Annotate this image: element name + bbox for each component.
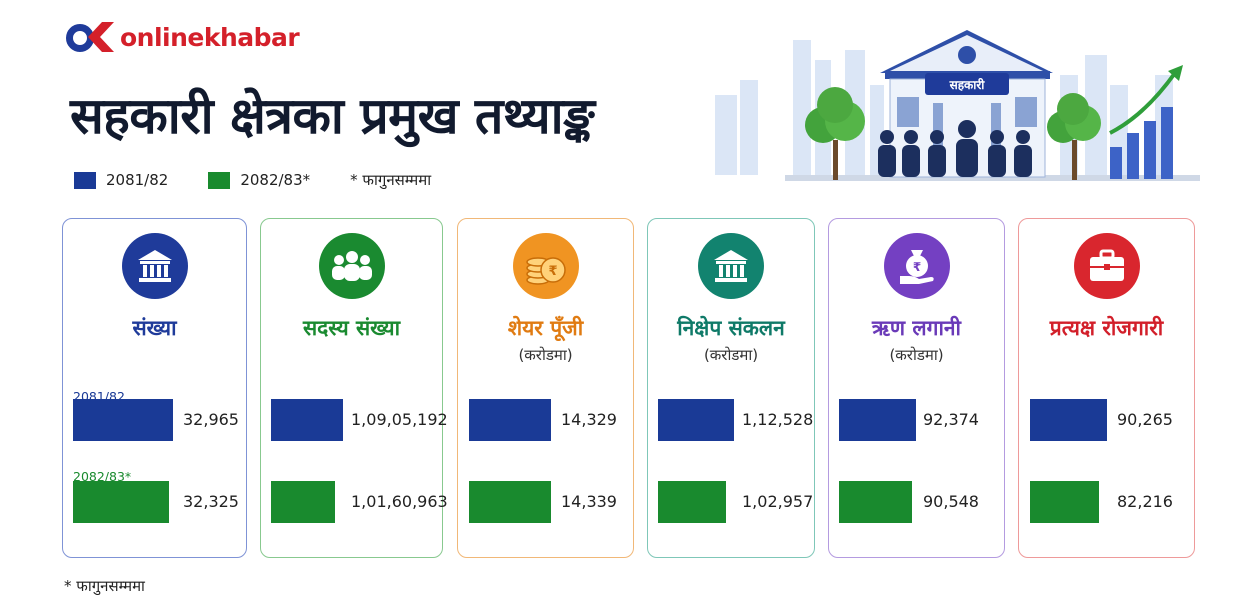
card-subtitle: (करोडमा) [518,346,573,364]
bar-value-label: 90,265 [1117,410,1173,429]
legend-item-2082: 2082/83* [208,171,310,189]
bar-2082 [271,481,335,523]
legend-note-text: * फागुनसम्ममा [350,171,432,189]
card-title: संख्या [132,316,177,340]
legend-item-2081: 2081/82 [74,171,168,189]
coin-stack-icon: ₹ [512,233,579,299]
card-title: प्रत्यक्ष रोजगारी [1049,316,1164,340]
bar-value-label: 1,09,05,192 [351,410,448,429]
card-subtitle: (करोडमा) [703,346,759,364]
legend-swatch-2082 [208,171,231,189]
tree-left [805,87,865,180]
svg-text:₹: ₹ [912,260,920,274]
brand-name: onlinekhabar [120,22,300,52]
stat-card-3: ₹ शेयर पूँजी (करोडमा) 14,329 14,339 [457,218,634,558]
legend-note: * फागुनसम्ममा [350,170,431,190]
card-title: सदस्य संख्या [302,316,401,340]
bar-2081 [1030,399,1107,441]
card-title: निक्षेप संकलन [677,316,785,340]
bar-2081 [658,399,734,441]
stat-card-6: प्रत्यक्ष रोजगारी 90,265 82,216 [1018,218,1195,558]
page-title: सहकारी क्षेत्रका प्रमुख तथ्याङ्क [70,87,595,145]
bank-building-icon [698,233,764,299]
bar-2081 [73,399,173,441]
bar-2082 [469,481,551,523]
bar-2082 [839,481,912,523]
legend-label-2082: 2082/83* [240,171,311,189]
bar-2081 [469,399,551,441]
stat-card-4: निक्षेप संकलन (करोडमा) 1,12,528 1,02,957 [647,218,815,558]
footnote: * फागुनसम्ममा [64,577,145,595]
bar-value-label: 1,02,957 [742,492,814,511]
legend: 2081/82 2082/83* * फागुनसम्ममा [74,170,471,190]
cooperative-building-illustration: सहकारी [715,30,1200,181]
tree-right [1047,93,1101,180]
card-subtitle: (करोडमा) [889,346,944,364]
bar-2081 [271,399,343,441]
bar-value-label: 32,325 [183,492,239,511]
legend-label-2081: 2081/82 [106,171,169,189]
bar-value-label: 90,548 [923,492,979,511]
bar-value-label: 1,01,60,963 [351,492,448,511]
legend-swatch-2081 [74,171,96,189]
bar-year-label: 2082/83* [73,469,132,484]
bar-value-label: 14,329 [561,410,617,429]
bar-value-label: 14,339 [561,492,617,511]
bar-value-label: 82,216 [1117,492,1173,511]
bank-building-icon [121,233,188,299]
card-title: ऋण लगानी [871,316,961,340]
money-bag-hand-icon: ₹ [883,233,950,299]
stat-card-2: सदस्य संख्या 1,09,05,192 1,01,60,963 [260,218,448,558]
bar-2082 [658,481,726,523]
stat-card-5: ₹ ऋण लगानी (करोडमा) 92,374 90,548 [828,218,1005,558]
card-title: शेयर पूँजी [507,316,584,340]
logo-mark-icon [66,22,114,52]
svg-text:₹: ₹ [548,264,557,279]
stat-card-1: संख्या 2081/82 32,965 2082/83* 32,325 [62,218,247,558]
people-group-icon [318,233,385,299]
bar-value-label: 1,12,528 [742,410,814,429]
brand-logo: onlinekhabar [66,22,300,52]
bar-value-label: 32,965 [183,410,239,429]
briefcase-icon [1073,233,1140,299]
bar-value-label: 92,374 [923,410,979,429]
bar-2081 [839,399,916,441]
building-sign: सहकारी [949,78,986,92]
bar-2082 [1030,481,1099,523]
bar-2082 [73,481,169,523]
